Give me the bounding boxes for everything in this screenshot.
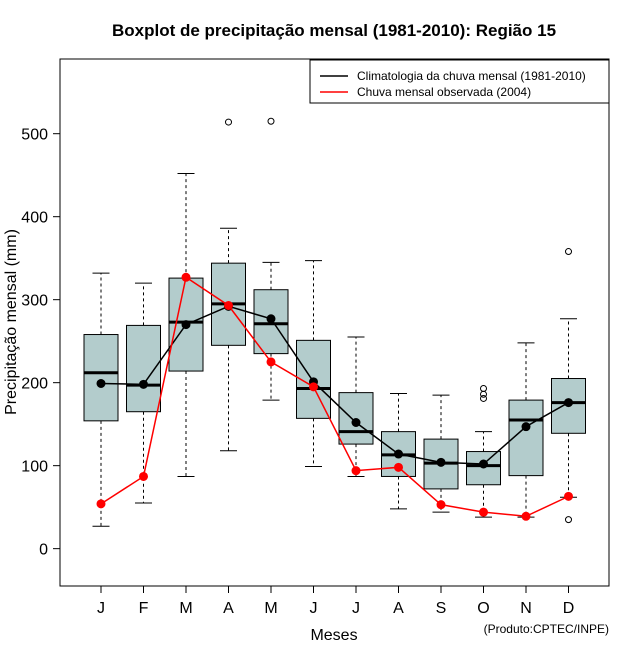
series-point (479, 459, 488, 469)
outlier-point (480, 384, 487, 392)
lines-layer (96, 272, 573, 521)
x-tick-label: J (97, 600, 105, 617)
series-point (266, 314, 276, 324)
legend-label-observed: Chuva mensal observada (2004) (357, 85, 531, 99)
boxplot-12 (551, 248, 586, 524)
y-tick-label: 500 (21, 127, 48, 144)
x-tick-label: M (179, 600, 192, 617)
x-tick-label: F (139, 600, 149, 617)
series-line (100, 276, 569, 518)
outlier-point (480, 394, 487, 402)
x-tick-label: J (352, 600, 360, 617)
axes-layer: 0 100 200 300 400 500 J F M A M J J A S O N D (21, 127, 574, 617)
box-iqr (508, 399, 544, 477)
outlier-point (480, 390, 487, 398)
series-point (96, 499, 106, 509)
box-iqr (83, 334, 119, 422)
x-tick-label: S (436, 600, 447, 617)
outlier-point (565, 248, 572, 256)
x-axis-label: Meses (310, 627, 357, 644)
legend: Climatologia da chuva mensal (1981-2010)… (309, 59, 610, 104)
series-point (181, 320, 191, 330)
boxplot-11 (508, 342, 544, 518)
series-point (139, 379, 148, 389)
y-axis-label: Precipitação mensal (mm) (3, 229, 20, 415)
y-tick-label: 0 (39, 542, 48, 559)
x-tick-label: O (477, 600, 489, 617)
boxplot-10 (466, 384, 501, 518)
outlier-point (267, 117, 275, 125)
series-point (521, 422, 531, 432)
series-point (96, 378, 106, 388)
series-climatology (96, 301, 573, 469)
series-point (564, 398, 573, 408)
x-tick-label: J (310, 600, 318, 617)
x-tick-label: A (223, 600, 234, 617)
series-point (266, 357, 276, 367)
x-tick-label: M (264, 600, 277, 617)
series-observed-2004 (96, 272, 573, 521)
x-tick-label: D (563, 600, 575, 617)
series-point (521, 511, 531, 521)
y-tick-label: 300 (21, 293, 48, 310)
y-tick-label: 100 (21, 459, 48, 476)
boxplot-2 (126, 282, 161, 504)
y-tick-label: 400 (21, 210, 48, 227)
plot-frame (59, 58, 610, 587)
series-point (394, 462, 403, 472)
series-point (479, 507, 488, 517)
boxplot-4 (211, 118, 246, 452)
series-line (100, 305, 569, 465)
legend-box (309, 59, 610, 104)
series-point (564, 491, 573, 501)
legend-label-climatology: Climatologia da chuva mensal (1981-2010) (357, 69, 586, 83)
x-tick-label: A (393, 600, 404, 617)
series-point (436, 500, 446, 510)
series-point (351, 466, 361, 476)
y-tick-label: 200 (21, 376, 48, 393)
series-point (181, 272, 191, 282)
boxplot-1 (83, 272, 119, 527)
series-point (394, 449, 403, 459)
series-point (309, 382, 318, 392)
chart-title: Boxplot de precipitação mensal (1981-201… (112, 21, 556, 40)
series-point (436, 457, 446, 467)
x-tick-label: N (520, 600, 532, 617)
boxplot-7 (338, 336, 374, 477)
outlier-point (565, 516, 572, 524)
outlier-point (225, 118, 232, 126)
boxes-layer (83, 117, 586, 527)
series-point (224, 300, 233, 310)
series-point (351, 418, 361, 428)
credit-text: (Produto:CPTEC/INPE) (484, 622, 609, 636)
series-point (139, 471, 148, 481)
